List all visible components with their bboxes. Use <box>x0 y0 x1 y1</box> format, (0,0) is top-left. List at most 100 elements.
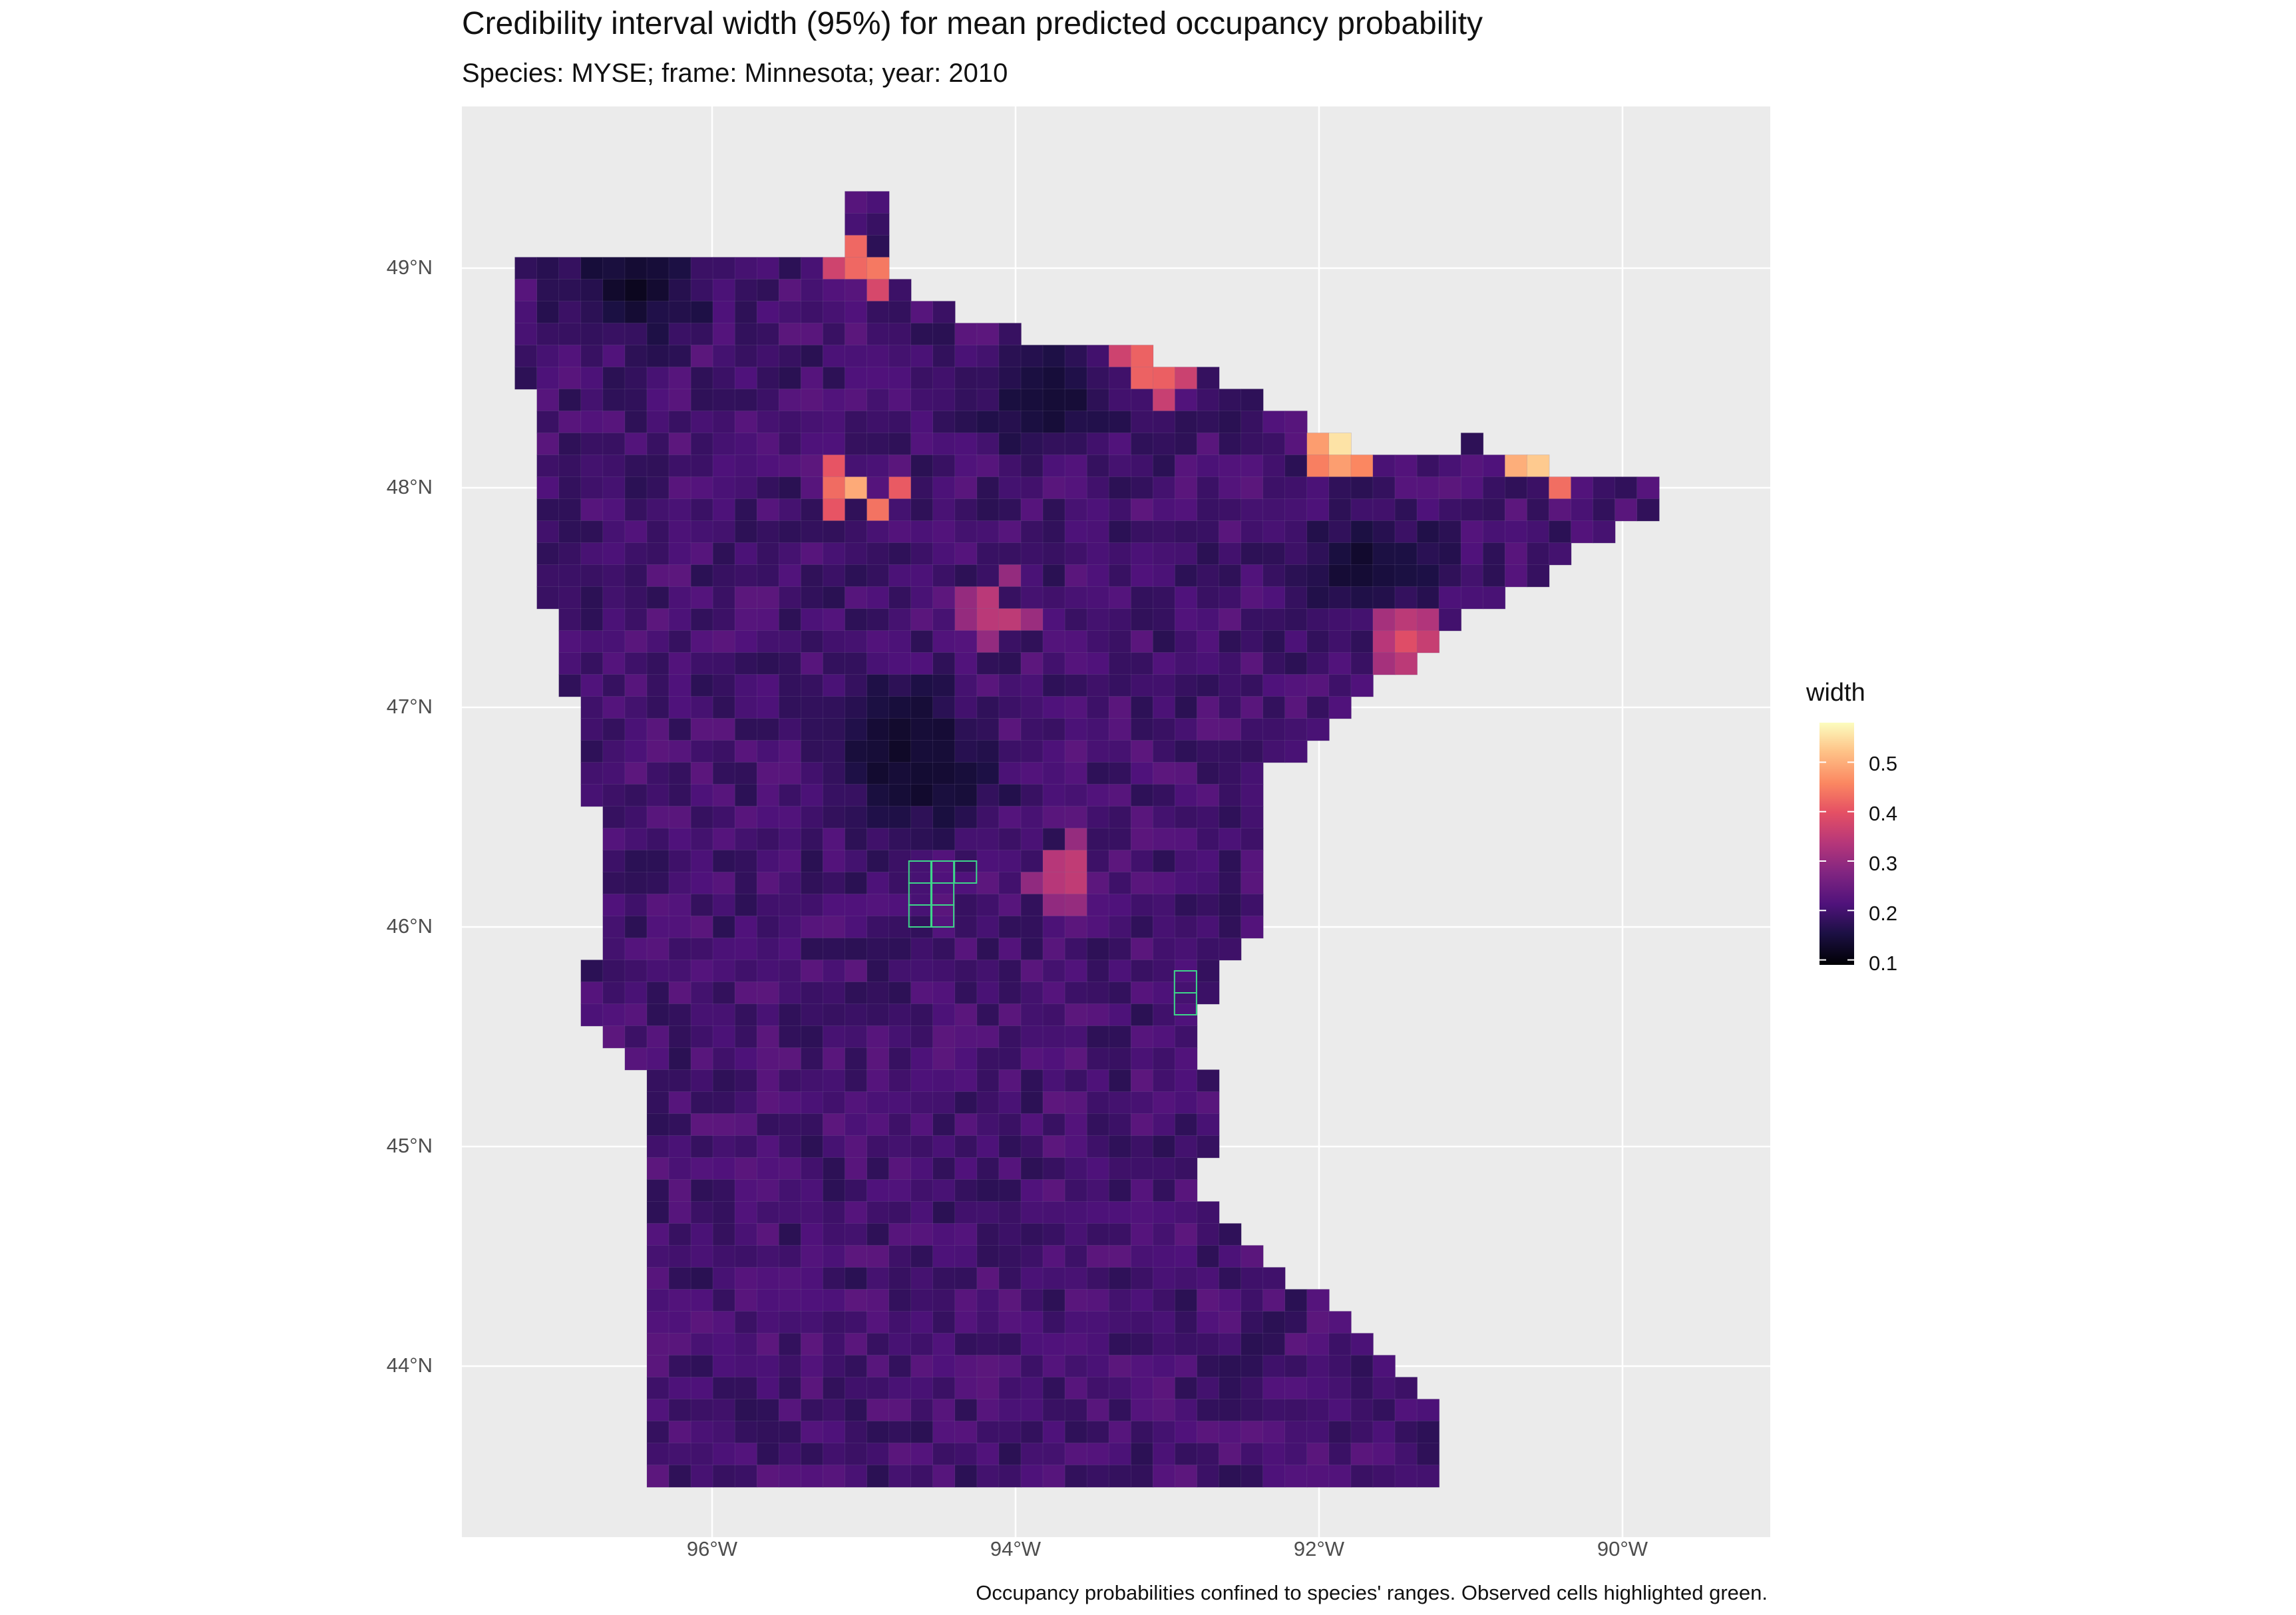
map-cell <box>1020 498 1044 522</box>
map-cell <box>646 850 670 873</box>
map-cell <box>1064 1311 1088 1334</box>
heatmap-cells <box>514 191 1660 1488</box>
map-cell <box>845 1465 868 1488</box>
map-cell <box>580 367 604 390</box>
map-cell <box>998 542 1022 566</box>
map-cell <box>1108 1135 1132 1159</box>
map-cell <box>998 1135 1022 1159</box>
map-cell <box>910 586 934 610</box>
map-cell <box>932 740 956 763</box>
map-cell <box>646 433 670 456</box>
map-cell <box>932 696 956 719</box>
map-cell <box>1131 389 1154 412</box>
map-cell <box>888 1223 912 1246</box>
map-cell <box>910 520 934 544</box>
legend <box>1819 723 1854 965</box>
map-cell <box>866 718 890 741</box>
map-cell <box>1197 1421 1220 1444</box>
map-cell <box>1153 476 1176 500</box>
map-cell <box>888 872 912 895</box>
map-cell <box>1020 454 1044 478</box>
map-cell <box>779 982 802 1005</box>
map-cell <box>779 1069 802 1093</box>
map-cell <box>734 894 758 917</box>
map-cell <box>602 784 626 807</box>
map-cell <box>845 938 868 961</box>
map-cell <box>646 498 670 522</box>
map-cell <box>1020 1465 1044 1488</box>
map-cell <box>823 279 846 302</box>
map-cell <box>823 367 846 390</box>
map-cell <box>1153 433 1176 456</box>
map-cell <box>712 301 736 324</box>
map-cell <box>580 740 604 763</box>
map-cell <box>1086 564 1110 588</box>
map-cell <box>932 938 956 961</box>
map-cell <box>1328 586 1352 610</box>
map-cell <box>1350 674 1374 697</box>
map-cell <box>580 389 604 412</box>
map-cell <box>1175 476 1198 500</box>
map-cell <box>690 784 714 807</box>
map-cell <box>536 564 560 588</box>
map-cell <box>823 938 846 961</box>
map-cell <box>1416 476 1440 500</box>
map-cell <box>668 1179 692 1202</box>
map-cell <box>866 608 890 631</box>
map-cell <box>602 257 626 280</box>
map-cell <box>866 213 890 236</box>
map-cell <box>1064 1421 1088 1444</box>
map-cell <box>1328 1311 1352 1334</box>
map-cell <box>1615 498 1638 522</box>
map-cell <box>845 389 868 412</box>
map-cell <box>1086 674 1110 697</box>
map-cell <box>866 235 890 258</box>
map-cell <box>801 1465 824 1488</box>
plot-caption: Occupancy probabilities confined to spec… <box>976 1581 1768 1604</box>
map-cell <box>823 1289 846 1312</box>
map-cell <box>602 674 626 697</box>
map-cell <box>668 411 692 434</box>
map-cell <box>998 1179 1022 1202</box>
map-cell <box>1284 586 1308 610</box>
map-cell <box>624 1047 648 1071</box>
map-cell <box>558 301 582 324</box>
map-cell <box>866 806 890 829</box>
map-cell <box>1306 652 1330 675</box>
map-cell <box>1064 476 1088 500</box>
map-cell <box>866 191 890 214</box>
map-cell <box>1153 894 1176 917</box>
map-cell <box>646 1025 670 1049</box>
map-cell <box>1020 1179 1044 1202</box>
map-cell <box>1086 1201 1110 1224</box>
map-cell <box>823 1025 846 1049</box>
map-cell <box>757 630 780 653</box>
map-cell <box>1197 564 1220 588</box>
map-cell <box>976 1355 1000 1378</box>
map-cell <box>910 1069 934 1093</box>
map-cell <box>1108 630 1132 653</box>
map-cell <box>910 1443 934 1466</box>
map-cell <box>779 1245 802 1268</box>
map-cell <box>1131 938 1154 961</box>
map-cell <box>1197 1333 1220 1356</box>
map-cell <box>1175 1179 1198 1202</box>
map-cell <box>1131 894 1154 917</box>
map-cell <box>690 740 714 763</box>
map-cell <box>1219 608 1242 631</box>
map-cell <box>690 960 714 983</box>
map-cell <box>888 696 912 719</box>
map-cell <box>1197 1069 1220 1093</box>
map-cell <box>757 1223 780 1246</box>
map-cell <box>845 476 868 500</box>
map-cell <box>646 323 670 346</box>
map-cell <box>1064 454 1088 478</box>
map-cell <box>1505 476 1528 500</box>
map-cell <box>954 696 978 719</box>
map-cell <box>1175 1355 1198 1378</box>
map-cell <box>845 1267 868 1290</box>
map-cell <box>1108 1113 1132 1137</box>
map-cell <box>1153 1399 1176 1422</box>
map-cell <box>1108 806 1132 829</box>
map-cell <box>1153 960 1176 983</box>
